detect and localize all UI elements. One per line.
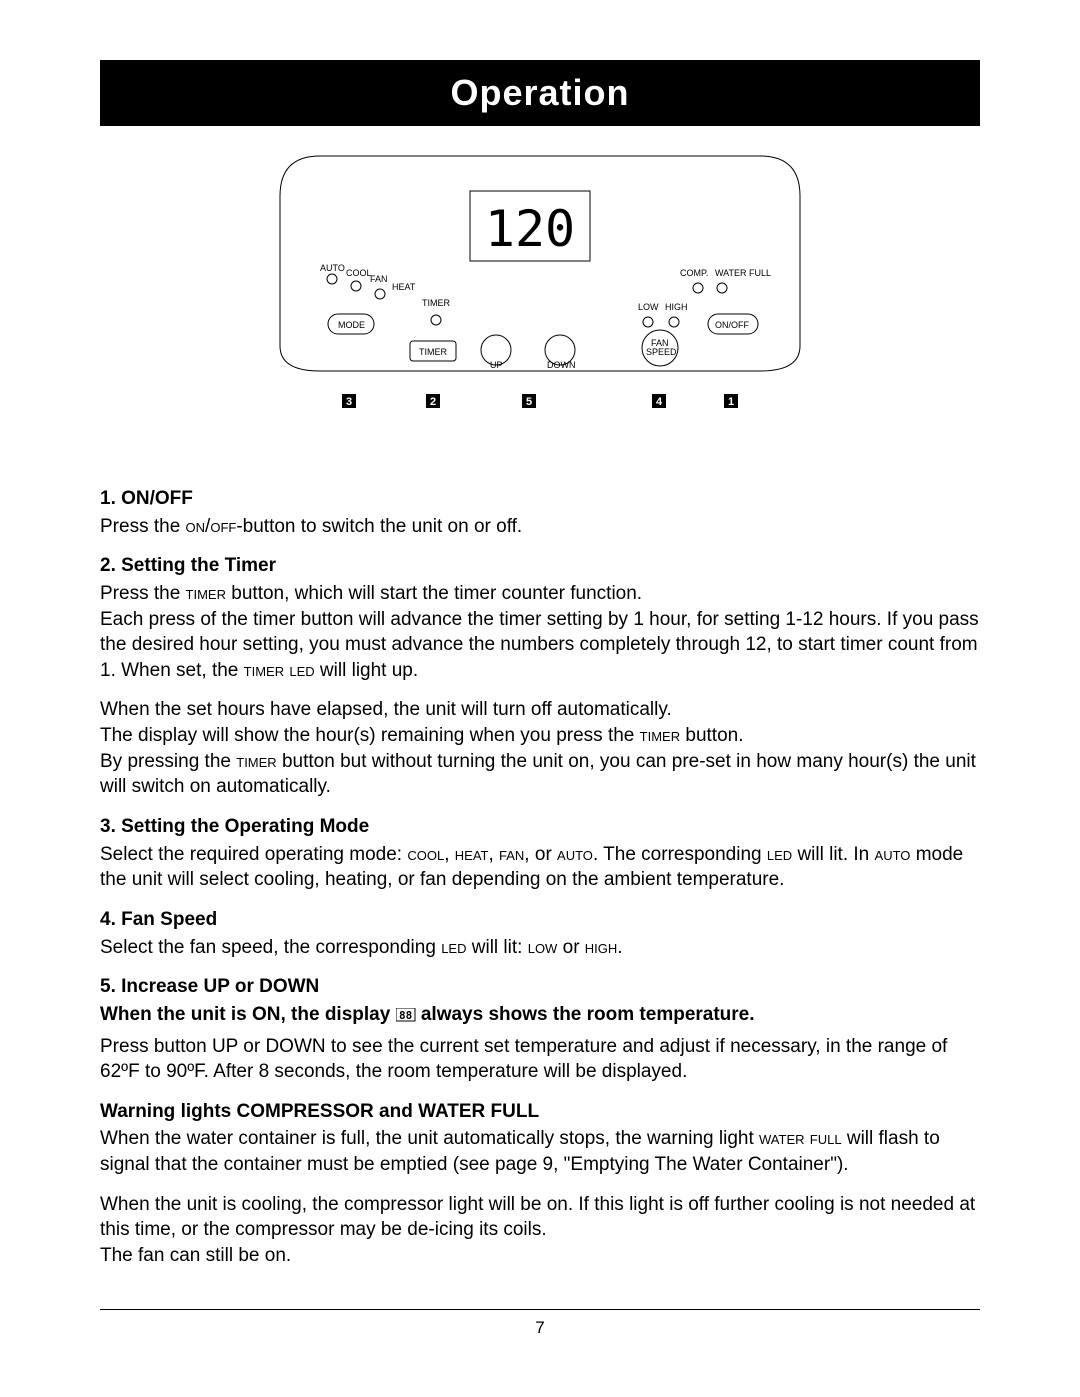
section-3-heading: 3. Setting the Operating Mode — [100, 814, 980, 840]
section-2-p1: Press the timer button, which will start… — [100, 581, 980, 684]
section-5-heading: 5. Increase UP or DOWN — [100, 974, 980, 1000]
svg-text:DOWN: DOWN — [547, 360, 576, 370]
display-icon: 88 — [396, 1008, 416, 1022]
svg-text:MODE: MODE — [338, 320, 365, 330]
section-6-heading: Warning lights COMPRESSOR and WATER FULL — [100, 1099, 980, 1125]
svg-text:UP: UP — [490, 360, 503, 370]
section-6-p1: When the water container is full, the un… — [100, 1126, 980, 1177]
section-1-heading: 1. ON/OFF — [100, 486, 980, 512]
control-panel-diagram: 120 AUTO COOL FAN HEAT TIMER COMP. WATER… — [100, 146, 980, 426]
svg-text:WATER FULL: WATER FULL — [715, 268, 771, 278]
svg-text:FAN: FAN — [370, 274, 388, 284]
svg-text:120: 120 — [485, 200, 575, 258]
svg-text:4: 4 — [656, 396, 663, 408]
footer-rule — [100, 1309, 980, 1310]
svg-text:88: 88 — [399, 1009, 412, 1022]
section-5-p1: Press button UP or DOWN to see the curre… — [100, 1034, 980, 1085]
svg-text:COOL: COOL — [346, 268, 372, 278]
section-4-heading: 4. Fan Speed — [100, 907, 980, 933]
section-5-bold: When the unit is ON, the display 88 alwa… — [100, 1002, 980, 1028]
section-1-p1: Press the on/off-button to switch the un… — [100, 514, 980, 540]
svg-text:LOW: LOW — [638, 302, 659, 312]
svg-text:2: 2 — [430, 396, 436, 408]
svg-text:1: 1 — [728, 396, 734, 408]
svg-text:TIMER: TIMER — [422, 298, 450, 308]
svg-text:5: 5 — [526, 396, 532, 408]
svg-text:3: 3 — [346, 396, 352, 408]
svg-text:TIMER: TIMER — [419, 347, 447, 357]
svg-text:HEAT: HEAT — [392, 282, 416, 292]
svg-text:ON/OFF: ON/OFF — [715, 320, 749, 330]
svg-text:HIGH: HIGH — [665, 302, 688, 312]
page-header: Operation — [100, 60, 980, 126]
body-content: 1. ON/OFF Press the on/off-button to swi… — [100, 486, 980, 1269]
section-6-p2: When the unit is cooling, the compressor… — [100, 1192, 980, 1269]
svg-text:AUTO: AUTO — [320, 263, 345, 273]
section-2-p2: When the set hours have elapsed, the uni… — [100, 697, 980, 800]
section-4-p1: Select the fan speed, the corresponding … — [100, 935, 980, 961]
svg-text:COMP.: COMP. — [680, 268, 708, 278]
svg-text:SPEED: SPEED — [646, 347, 677, 357]
section-2-heading: 2. Setting the Timer — [100, 553, 980, 579]
page-number: 7 — [100, 1318, 980, 1338]
section-3-p1: Select the required operating mode: cool… — [100, 842, 980, 893]
